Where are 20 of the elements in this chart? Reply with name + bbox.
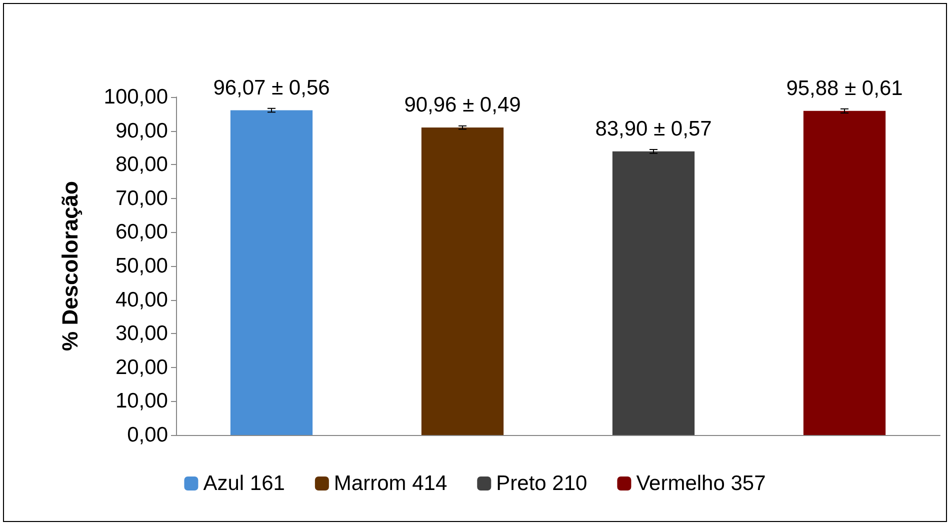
legend-label: Azul 161 [203,472,285,495]
y-tick-label: 100,00 [104,86,168,108]
legend-label: Marrom 414 [334,472,448,495]
y-tick-label: 30,00 [115,322,168,346]
y-tick-label: 90,00 [115,119,168,142]
data-label: 90,96 ± 0,49 [404,94,521,117]
y-tick-label: 40,00 [115,288,168,312]
y-tick-label: 20,00 [115,356,168,379]
y-tick-label: 0,00 [127,424,168,446]
y-tick-label: 10,00 [115,390,168,413]
data-label: 95,88 ± 0,61 [786,76,903,100]
y-tick-label: 80,00 [115,153,168,176]
legend-label: Preto 210 [496,472,588,495]
y-tick-label: 60,00 [115,220,168,244]
y-tick-label: 70,00 [115,186,168,210]
data-label: 96,07 ± 0,56 [213,76,330,100]
y-tick-label: 50,00 [115,254,168,278]
y-axis-title: % Descoloração [58,181,82,351]
data-label: 83,90 ± 0,57 [595,117,712,140]
legend-label: Vermelho 357 [636,472,766,495]
